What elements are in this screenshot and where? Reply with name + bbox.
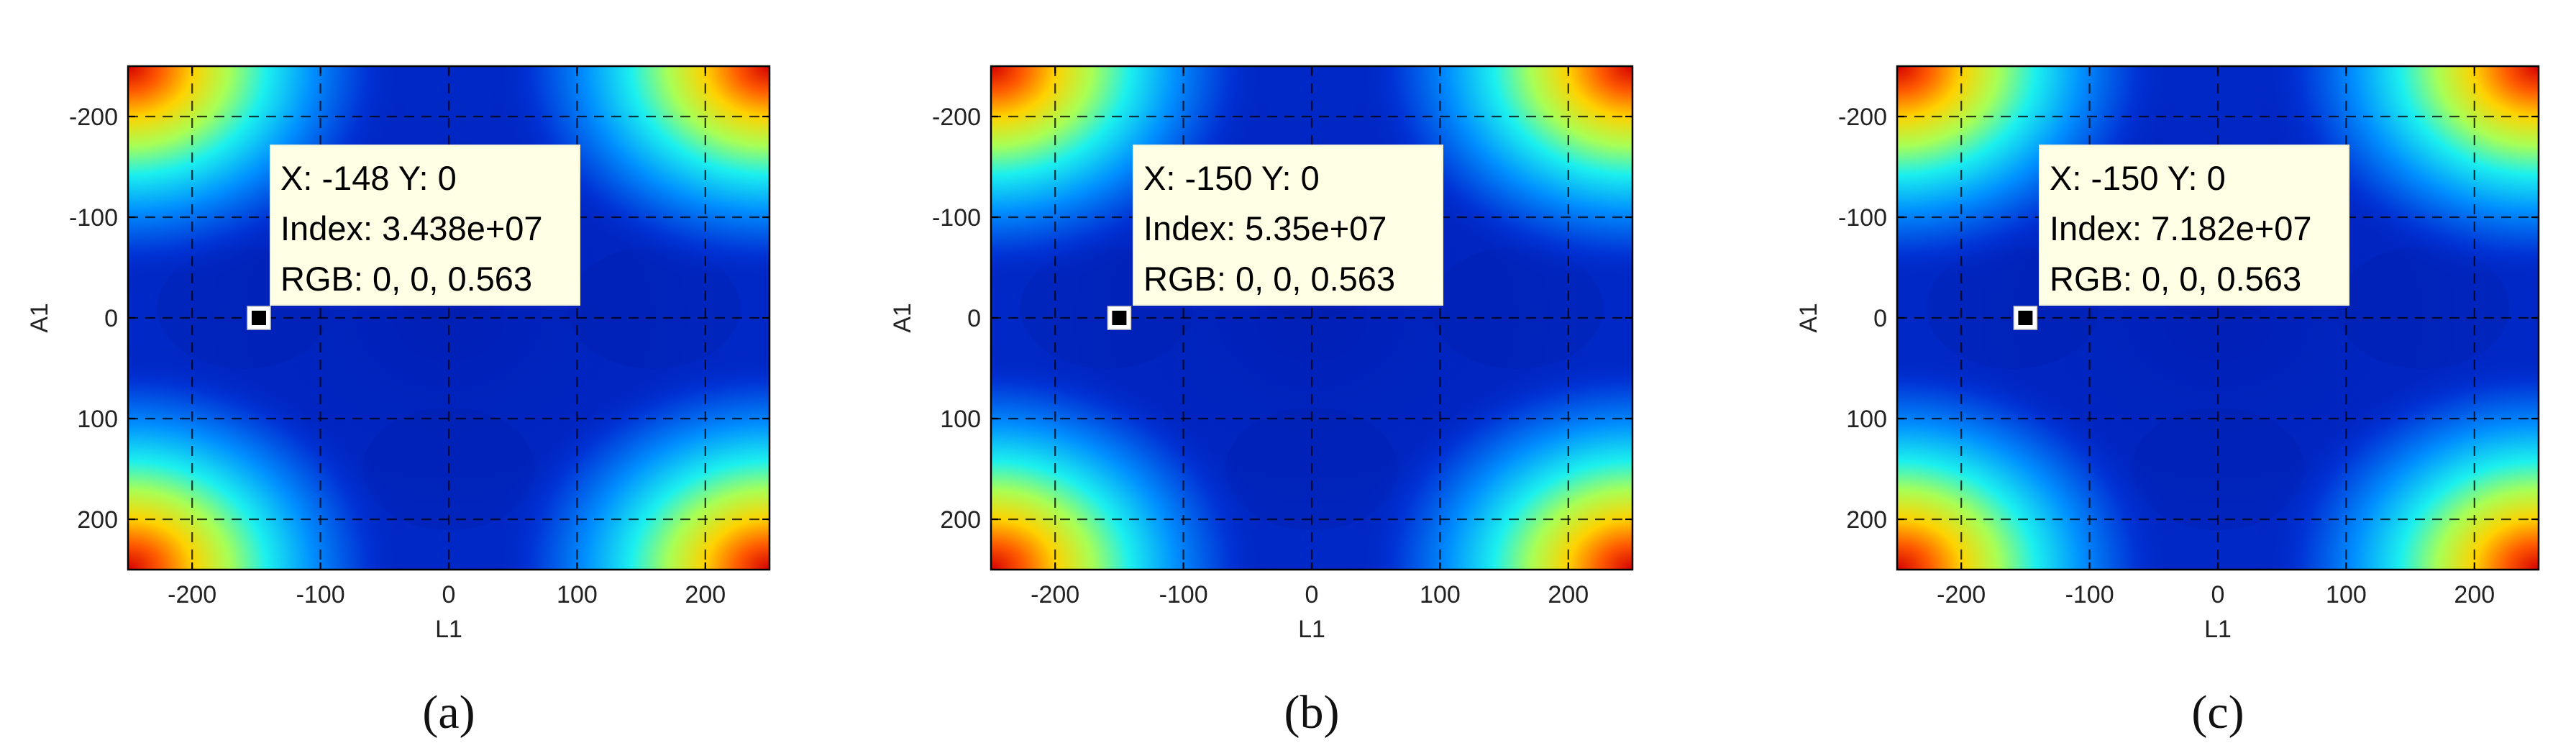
y-tick-label: -200	[1838, 104, 1887, 131]
x-tick-label: 0	[1305, 581, 1319, 608]
y-axis-label: A1	[26, 303, 53, 333]
panel-label: (c)	[2191, 686, 2244, 739]
panel-label: (b)	[1284, 686, 1340, 739]
panel-0: -200 -100 0 100 200 -200 -100 0 100 200 L1 A1 X: -14…	[26, 65, 771, 739]
x-tick-label: 200	[1548, 581, 1589, 608]
x-tick-label: 100	[2326, 581, 2367, 608]
x-tick-label: -100	[1159, 581, 1208, 608]
x-tick-label: -200	[1937, 581, 1986, 608]
x-tick-label: 200	[685, 581, 726, 608]
datatip-line2: Index: 3.438e+07	[280, 209, 543, 247]
x-tick-label: 100	[1420, 581, 1461, 608]
x-tick-label: 100	[557, 581, 598, 608]
datatip-line1: X: -150 Y: 0	[2050, 159, 2226, 197]
y-tick-label: 100	[1846, 406, 1887, 433]
y-tick-label: -100	[932, 204, 981, 232]
datatip-marker[interactable]	[2018, 311, 2033, 325]
datatip-line2: Index: 5.35e+07	[1143, 209, 1387, 247]
y-tick-label: 200	[940, 506, 981, 534]
x-tick-label: -200	[1031, 581, 1079, 608]
y-tick-label: 200	[77, 506, 118, 534]
y-tick-label: 0	[967, 305, 981, 332]
y-tick-label: -200	[69, 104, 118, 131]
x-tick-label: 0	[442, 581, 456, 608]
y-tick-label: 0	[104, 305, 118, 332]
x-axis-label: L1	[435, 616, 462, 643]
x-tick-label: 200	[2454, 581, 2495, 608]
y-axis-label: A1	[889, 303, 916, 333]
panel-label: (a)	[422, 686, 475, 739]
datatip-box[interactable]	[1133, 145, 1443, 306]
y-tick-label: -200	[932, 104, 981, 131]
datatip-line3: RGB: 0, 0, 0.563	[1143, 260, 1395, 298]
y-tick-label: 100	[940, 406, 981, 433]
y-tick-label: 100	[77, 406, 118, 433]
datatip-line2: Index: 7.182e+07	[2050, 209, 2312, 247]
datatip-box[interactable]	[270, 145, 580, 306]
datatip-line1: X: -150 Y: 0	[1143, 159, 1320, 197]
panel-1: -200 -100 0 100 200 -200 -100 0 100 200 L1 A1 X: -15…	[889, 65, 1634, 739]
datatip-box[interactable]	[2039, 145, 2349, 306]
x-tick-label: -100	[2065, 581, 2114, 608]
datatip-line3: RGB: 0, 0, 0.563	[280, 260, 532, 298]
y-tick-label: 0	[1873, 305, 1887, 332]
x-tick-label: 0	[2211, 581, 2225, 608]
datatip-marker[interactable]	[1112, 311, 1127, 325]
datatip-line1: X: -148 Y: 0	[280, 159, 457, 197]
panel-2: -200 -100 0 100 200 -200 -100 0 100 200 L1 A1 X: -15…	[1795, 65, 2540, 739]
y-tick-label: 200	[1846, 506, 1887, 534]
x-axis-label: L1	[2204, 616, 2232, 643]
y-axis-label: A1	[1795, 303, 1822, 333]
y-tick-label: -100	[69, 204, 118, 232]
datatip-marker[interactable]	[251, 311, 266, 325]
datatip-line3: RGB: 0, 0, 0.563	[2050, 260, 2301, 298]
x-tick-label: -100	[296, 581, 345, 608]
x-tick-label: -200	[168, 581, 216, 608]
x-axis-label: L1	[1298, 616, 1325, 643]
y-tick-label: -100	[1838, 204, 1887, 232]
